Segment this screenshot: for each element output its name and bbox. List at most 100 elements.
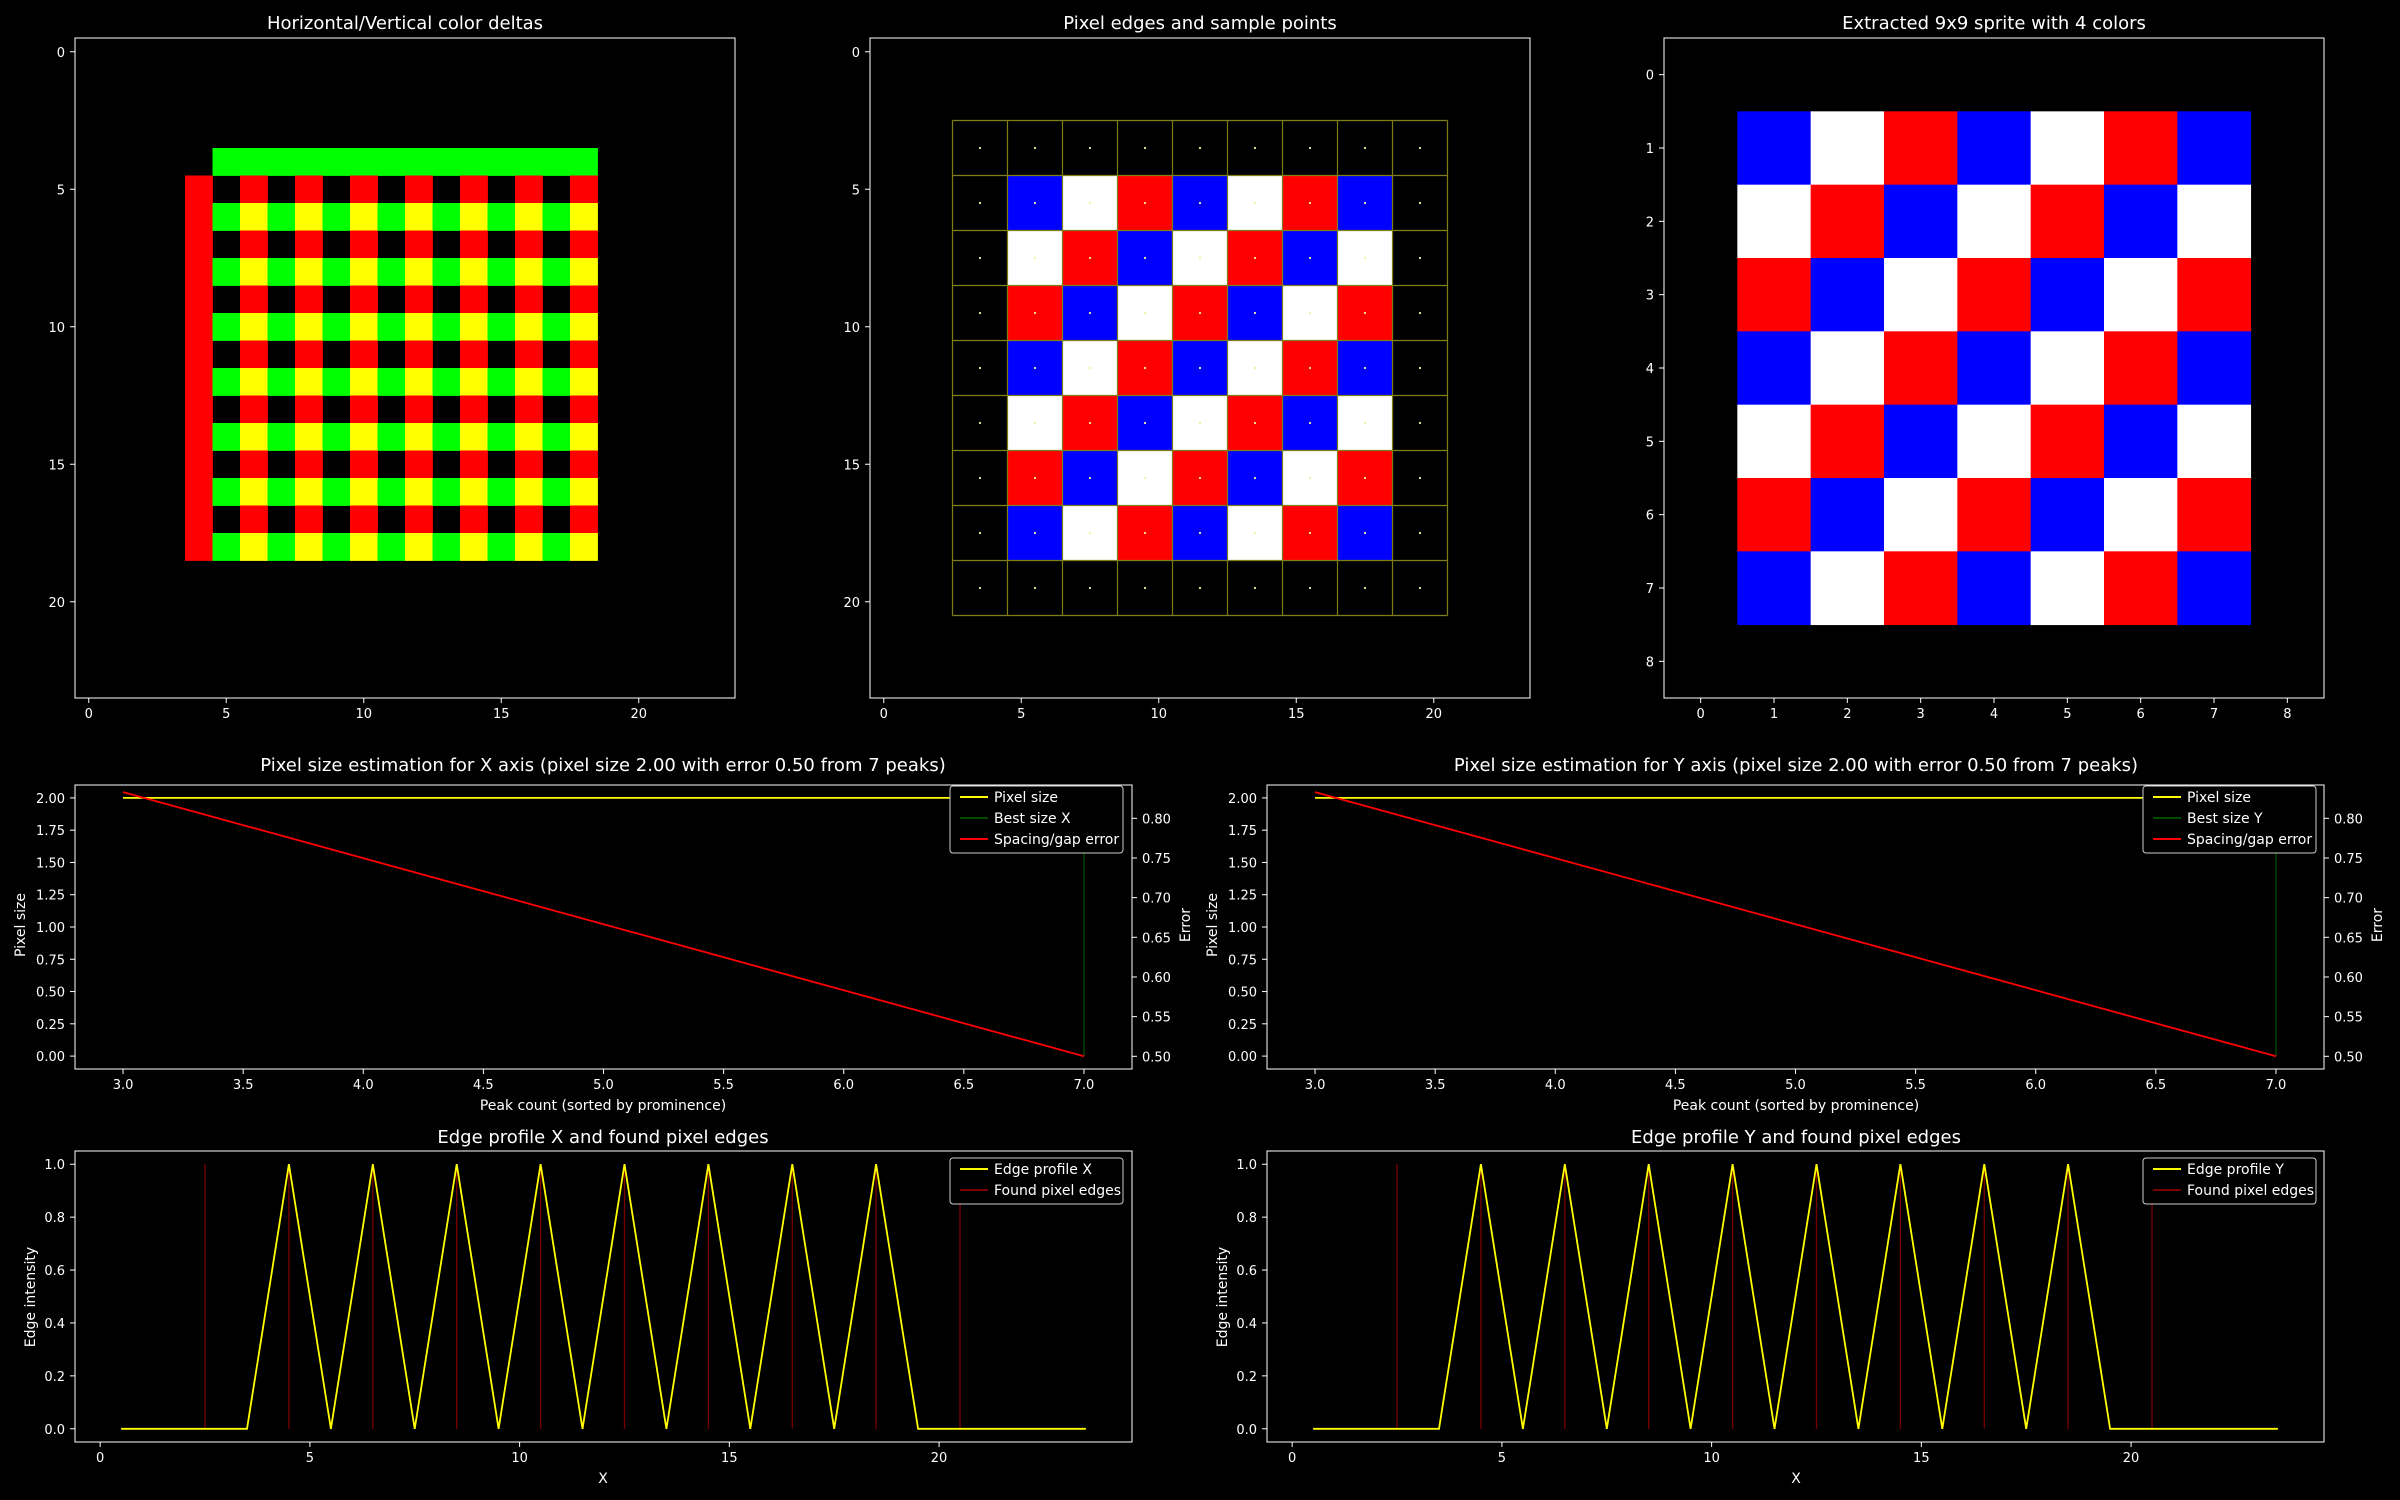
axes-frame (74, 784, 1133, 1070)
delta-cell (240, 285, 268, 314)
delta-cell (295, 313, 323, 341)
sample-point (1198, 476, 1202, 480)
x-tick-label: 4 (1990, 707, 1998, 722)
x-axis-label: X (598, 1471, 608, 1487)
series-line-3 (1314, 791, 2277, 1058)
sprite-pixel (2177, 111, 2252, 186)
sample-point (1198, 201, 1202, 205)
y-tick-label: 8 (1646, 655, 1654, 670)
sample-point (1143, 531, 1147, 535)
delta-cell (460, 478, 488, 506)
x-ticks: 0 5 10 15 20 (880, 698, 1442, 722)
delta-cell (322, 478, 351, 506)
sample-point (1418, 531, 1422, 535)
sprite-pixel (2104, 551, 2178, 626)
y-tick-label: 0.00 (36, 1050, 65, 1065)
delta-cell (267, 203, 296, 231)
y-tick-label: 10 (843, 321, 860, 336)
sample-point (1418, 146, 1422, 150)
y2-tick-label: 0.75 (2334, 852, 2363, 867)
sample-point (1088, 586, 1092, 590)
sample-point (1418, 311, 1422, 315)
delta-cell (295, 285, 323, 314)
sprite-pixel (1737, 258, 1812, 332)
delta-cell (377, 203, 406, 231)
y-tick-label: 1.50 (1228, 856, 1257, 871)
delta-cell (542, 533, 571, 561)
x-tick-label: 6.5 (953, 1078, 974, 1093)
y-tick-label: 0.8 (44, 1211, 65, 1226)
y-tick-label: 1.0 (1236, 1158, 1257, 1173)
delta-cell (570, 313, 598, 341)
delta-cell (405, 395, 433, 424)
x-tick-label: 7.0 (1074, 1078, 1095, 1093)
chart-title: Edge profile X and found pixel edges (437, 1127, 768, 1148)
y-ticks: 0 1 2 3 4 5 6 7 8 (1646, 69, 1664, 670)
sample-point (1143, 421, 1147, 425)
sample-point (1143, 311, 1147, 315)
sprite-pixel (1884, 331, 1958, 406)
y-tick-label: 1.00 (1228, 921, 1257, 936)
sample-point (1143, 476, 1147, 480)
chart-title: Horizontal/Vertical color deltas (267, 13, 543, 34)
x-tick-label: 0 (96, 1451, 104, 1466)
x-tick-label: 15 (1913, 1451, 1930, 1466)
x-tick-label: 5.0 (593, 1078, 614, 1093)
x-tick-label: 4.5 (1665, 1078, 1686, 1093)
delta-cell (487, 258, 516, 286)
delta-cell (350, 175, 378, 204)
delta-cell (542, 423, 571, 451)
chart-title: Pixel edges and sample points (1063, 13, 1337, 34)
delta-cell (350, 340, 378, 369)
sample-point (1308, 586, 1312, 590)
y-axis-label: Edge intensity (23, 1247, 39, 1347)
sample-point (1363, 476, 1367, 480)
delta-cell (570, 203, 598, 231)
y-tick-label: 0.2 (1236, 1370, 1257, 1385)
delta-cell (570, 395, 598, 424)
delta-cell (515, 230, 543, 259)
x-tick-label: 6 (2137, 707, 2145, 722)
sample-point (1143, 586, 1147, 590)
sprite-pixel (1737, 184, 1812, 259)
delta-cell (295, 230, 323, 259)
sample-point (1033, 366, 1037, 370)
edge-profile-line (121, 1164, 1086, 1430)
x-tick-label: 3.5 (1425, 1078, 1446, 1093)
x-tick-label: 0 (880, 707, 888, 722)
delta-cell (432, 533, 461, 561)
delta-cell (542, 203, 571, 231)
delta-cell (570, 258, 598, 286)
sample-point (1143, 146, 1147, 150)
delta-cell (405, 505, 433, 534)
delta-cell (405, 203, 433, 231)
delta-cell (570, 230, 598, 259)
delta-cell (405, 368, 433, 396)
sample-point (1198, 146, 1202, 150)
delta-cell (515, 258, 543, 286)
delta-cell (377, 423, 406, 451)
sprite-pixel (2177, 258, 2252, 332)
delta-cell (570, 368, 598, 396)
y-axis-label: Pixel size (1205, 893, 1221, 957)
delta-cell (405, 533, 433, 561)
x-tick-label: 6.5 (2145, 1078, 2166, 1093)
sample-point (1308, 146, 1312, 150)
x-tick-label: 5.0 (1785, 1078, 1806, 1093)
legend-label: Best size X (994, 811, 1071, 827)
delta-cell (377, 368, 406, 396)
y-tick-label: 0.0 (44, 1423, 65, 1438)
sprite-pixel (1737, 478, 1812, 552)
sprite-pixel (1810, 111, 1885, 186)
delta-cell (405, 285, 433, 314)
sample-point (1253, 476, 1257, 480)
panel-edge-profile-x: Edge profile X and found pixel edges X E… (23, 1127, 1133, 1487)
y-tick-label: 4 (1646, 362, 1654, 377)
legend-label: Edge profile Y (2187, 1162, 2284, 1178)
sample-point (1418, 256, 1422, 260)
x-tick-label: 1 (1770, 707, 1778, 722)
sprite-pixel (1810, 404, 1885, 479)
x-tick-label: 6.0 (833, 1078, 854, 1093)
x-ticks: 0 5 10 15 20 (85, 698, 647, 722)
y-tick-label: 0.6 (44, 1264, 65, 1279)
